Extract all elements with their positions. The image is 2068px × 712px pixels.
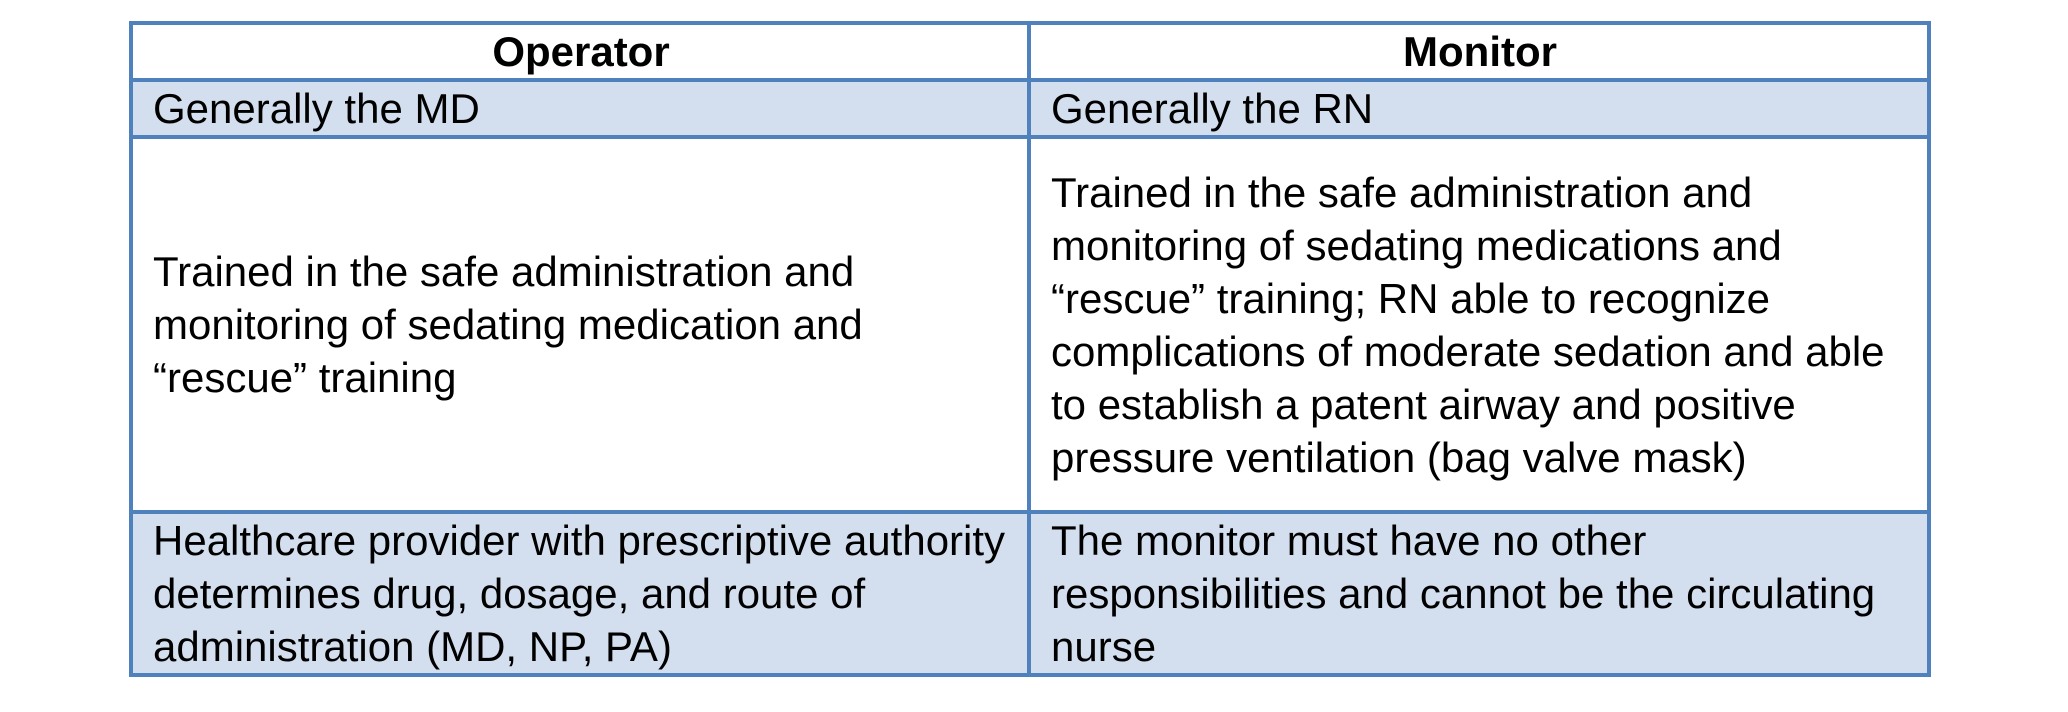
- header-monitor: Monitor: [1027, 21, 1931, 82]
- role-comparison-table-container: Operator Monitor Generally the MD Genera…: [129, 21, 1931, 677]
- operator-cell: Generally the MD: [129, 78, 1031, 139]
- table-row: Generally the MD Generally the RN: [129, 78, 1931, 139]
- table-row: Healthcare provider with prescriptive au…: [129, 510, 1931, 677]
- operator-cell: Trained in the safe administration and m…: [129, 135, 1031, 514]
- table-row: Trained in the safe administration and m…: [129, 135, 1931, 514]
- monitor-cell: Trained in the safe administration and m…: [1027, 135, 1931, 514]
- header-row: Operator Monitor: [129, 21, 1931, 82]
- monitor-cell: The monitor must have no other responsib…: [1027, 510, 1931, 677]
- operator-cell: Healthcare provider with prescriptive au…: [129, 510, 1031, 677]
- monitor-cell: Generally the RN: [1027, 78, 1931, 139]
- operator-monitor-table: Operator Monitor Generally the MD Genera…: [129, 21, 1931, 677]
- header-operator: Operator: [129, 21, 1031, 82]
